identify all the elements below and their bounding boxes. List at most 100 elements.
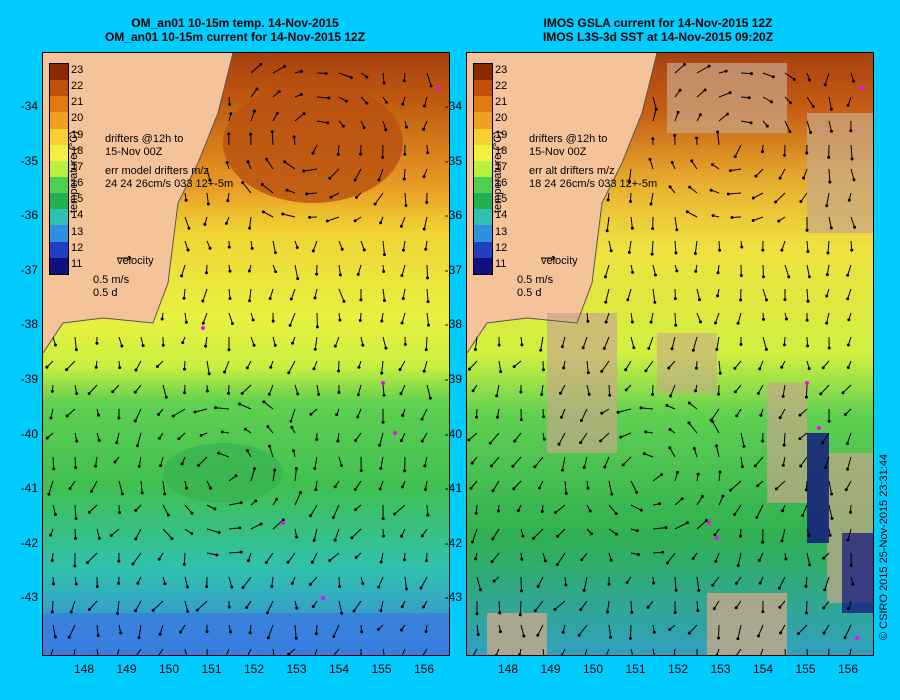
current-arrow-head	[338, 584, 342, 588]
current-arrow-head	[333, 344, 337, 348]
current-arrow	[696, 576, 700, 591]
current-arrow-head	[171, 414, 175, 418]
current-arrow-head	[751, 196, 755, 200]
current-arrow-head	[286, 560, 290, 564]
current-arrow-head	[309, 412, 313, 416]
current-arrow	[74, 528, 77, 539]
current-arrow-head	[733, 390, 737, 394]
current-arrow-head	[718, 248, 722, 252]
current-arrow-head	[758, 581, 762, 585]
current-arrow	[718, 92, 731, 98]
current-arrow-head	[580, 558, 584, 562]
current-arrow-head	[180, 274, 184, 278]
longitude-tick-label: 153	[710, 662, 731, 676]
current-arrow	[132, 552, 142, 565]
current-arrow	[162, 384, 167, 398]
current-arrow	[671, 336, 676, 349]
right-drifters-note: drifters @12h to 15-Nov 00Z	[529, 133, 607, 159]
current-arrow-head	[785, 317, 789, 321]
current-arrow-head	[668, 446, 672, 450]
latitude-tick-label: -38	[444, 317, 462, 332]
current-arrow-head	[646, 605, 650, 609]
current-arrow-head	[761, 439, 765, 443]
current-arrow-head	[642, 452, 646, 456]
current-arrow-head	[735, 414, 739, 418]
current-arrow	[218, 452, 230, 458]
latitude-tick-label: -38	[20, 317, 38, 332]
current-arrow-head	[804, 611, 808, 615]
current-arrow-head	[203, 222, 207, 226]
current-arrow-head	[542, 437, 546, 441]
left-map-svg	[43, 53, 449, 655]
current-arrow-head	[157, 436, 161, 440]
current-arrow-head	[382, 534, 386, 538]
current-arrow	[162, 504, 169, 516]
current-arrow-head	[97, 413, 101, 417]
current-arrow-head	[226, 391, 230, 395]
current-arrow-head	[87, 510, 91, 514]
current-arrow	[400, 216, 406, 227]
current-arrow	[140, 480, 143, 493]
current-arrow	[294, 624, 297, 639]
current-arrow	[608, 504, 617, 514]
left-warm-eddy	[223, 83, 403, 203]
current-arrow-head	[718, 371, 722, 375]
current-arrow	[382, 72, 385, 84]
right-drifters-line2: 15-Nov 00Z	[529, 146, 587, 158]
current-arrow	[652, 96, 657, 110]
colorbar-tick-label: 13	[495, 225, 508, 238]
current-arrow-head	[49, 416, 53, 420]
current-arrow-head	[533, 609, 537, 613]
current-arrow-head	[609, 558, 613, 562]
current-arrow-head	[496, 509, 500, 513]
current-arrow-head	[632, 346, 636, 350]
current-arrow-head	[228, 297, 232, 301]
current-arrow-head	[51, 582, 55, 586]
current-arrow-head	[283, 160, 287, 164]
current-arrow	[740, 72, 752, 75]
current-arrow-head	[273, 468, 277, 472]
current-arrow	[50, 408, 54, 419]
current-arrow	[847, 456, 852, 470]
current-arrow-head	[470, 461, 474, 465]
current-arrow	[228, 502, 242, 506]
current-arrow-head	[379, 560, 383, 564]
current-arrow-head	[808, 78, 812, 82]
current-arrow	[425, 336, 428, 350]
current-arrow-head	[404, 125, 408, 129]
current-arrow-head	[739, 273, 743, 277]
current-arrow-head	[653, 273, 657, 277]
right-map-panel: 23 22 21 20 19 18 17 16 15 14 13 12 11 temperature (…	[466, 52, 874, 656]
current-arrow-head	[760, 150, 764, 154]
current-arrow-head	[658, 502, 662, 506]
current-arrow-head	[630, 320, 634, 324]
latitude-tick-label: -39	[444, 372, 462, 386]
current-arrow	[357, 264, 362, 275]
current-arrow-head	[329, 195, 333, 199]
current-arrow-head	[134, 537, 138, 541]
current-arrow-head	[350, 536, 354, 540]
current-arrow	[489, 432, 500, 444]
current-arrow-head	[673, 610, 677, 614]
current-arrow	[228, 527, 240, 530]
current-arrow-head	[711, 214, 715, 218]
current-arrow-head	[262, 400, 266, 404]
current-arrow-head	[607, 582, 611, 586]
current-arrow-head	[841, 391, 845, 395]
current-arrow	[206, 360, 210, 374]
current-arrow-head	[119, 631, 123, 635]
current-arrow-head	[384, 128, 388, 132]
drifter-marker	[281, 521, 285, 525]
left-velocity-time: 0.5 d	[93, 287, 118, 299]
current-arrow-head	[693, 251, 697, 255]
left-err-line2: 24 24 26cm/s 033 12+-5m	[105, 178, 234, 190]
current-arrow-head	[469, 486, 473, 490]
current-arrow-head	[687, 631, 691, 635]
current-arrow	[423, 216, 428, 230]
current-arrow	[645, 360, 654, 372]
current-arrow-head	[564, 491, 568, 495]
current-arrow	[540, 336, 544, 351]
current-arrow-head	[616, 410, 620, 414]
current-arrow-head	[424, 348, 428, 352]
current-arrow	[805, 600, 808, 614]
